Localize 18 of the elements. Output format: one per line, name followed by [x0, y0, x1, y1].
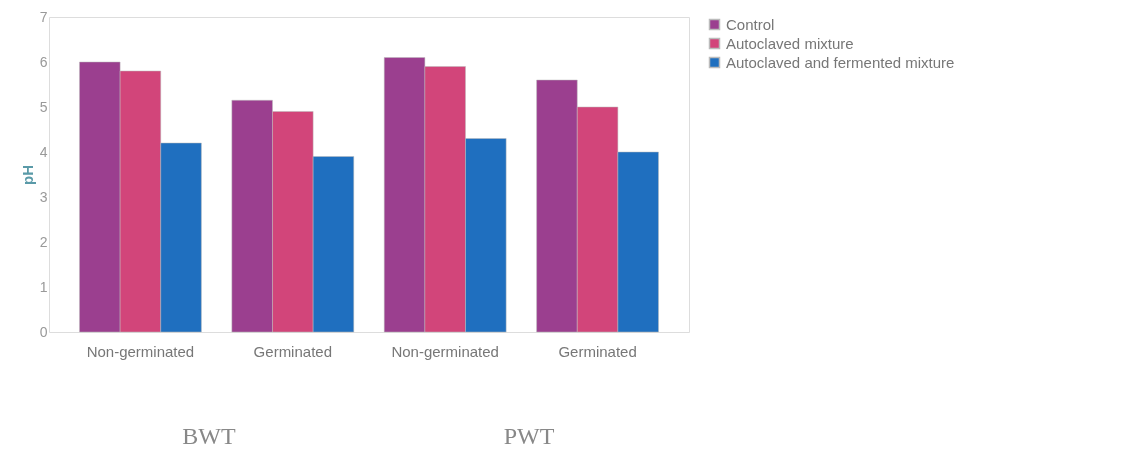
- y-tick-label: 0: [39, 323, 48, 340]
- y-tick-label: 7: [39, 8, 48, 25]
- y-tick-label: 5: [39, 98, 48, 115]
- y-tick-label: 4: [39, 143, 48, 160]
- text: PWT: [503, 423, 555, 449]
- y-tick-label: 6: [39, 53, 48, 70]
- y-tick-label: 1: [39, 278, 48, 295]
- x-tick-label: Germinated: [558, 342, 637, 360]
- y-tick-label: 2: [39, 233, 48, 250]
- x-tick-label: Non-germinated: [86, 342, 195, 360]
- text: BWT: [182, 423, 236, 449]
- y-axis-title: pH: [18, 165, 36, 185]
- x-tick-label: Germinated: [253, 342, 332, 360]
- legend-label: Autoclaved and fermented mixture: [726, 53, 955, 71]
- y-tick-label: 3: [39, 188, 48, 205]
- legend-label: Autoclaved mixture: [726, 34, 854, 52]
- legend-label: Control: [726, 15, 775, 33]
- x-tick-label: Non-germinated: [391, 342, 499, 360]
